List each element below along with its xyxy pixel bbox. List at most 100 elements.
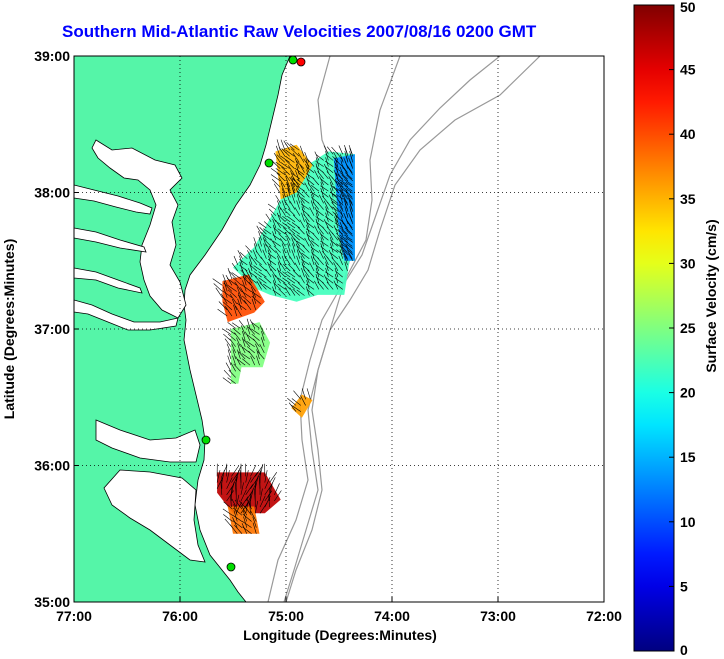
velocity-vector: [340, 190, 348, 198]
velocity-vector: [291, 228, 300, 235]
velocity-vector: [350, 209, 354, 218]
velocity-vector: [275, 219, 281, 229]
velocity-vector: [341, 230, 349, 237]
velocity-vector: [291, 398, 302, 406]
velocity-vector: [240, 482, 244, 495]
velocity-vector: [283, 208, 291, 216]
velocity-vector: [340, 160, 344, 169]
velocity-vector: [300, 395, 306, 406]
velocity-vector: [338, 173, 344, 182]
velocity-vector: [283, 282, 291, 290]
velocity-vector: [240, 325, 246, 335]
velocity-vector: [240, 343, 246, 354]
velocity-vector: [258, 237, 262, 247]
velocity-vector: [320, 240, 329, 247]
velocity-vector: [304, 151, 310, 163]
velocity-vector: [317, 257, 324, 266]
velocity-vector: [291, 249, 296, 259]
station-marker-north: [288, 56, 298, 65]
velocity-vector: [278, 270, 286, 278]
velocity-vector: [285, 155, 295, 163]
velocity-vector: [299, 274, 305, 284]
velocity-vector: [340, 181, 349, 188]
station-marker-hatteras: [226, 562, 236, 572]
velocity-vector: [344, 234, 353, 241]
velocity-vector: [248, 350, 255, 360]
velocity-vector: [247, 326, 255, 335]
velocity-vector: [227, 377, 236, 384]
velocity-region-hatteras-south: [227, 506, 260, 534]
velocity-vector: [226, 490, 234, 502]
velocity-vector: [222, 290, 233, 298]
velocity-vector: [272, 234, 281, 241]
velocity-vector: [344, 215, 349, 225]
velocity-vector: [280, 262, 286, 272]
velocity-vector: [278, 177, 286, 188]
velocity-vector: [225, 362, 232, 372]
velocity-vector: [336, 181, 344, 188]
velocity-vector: [295, 160, 305, 169]
velocity-vector: [301, 209, 310, 216]
velocity-vector: [283, 264, 291, 272]
velocity-vector: [286, 142, 295, 151]
velocity-vector: [325, 151, 329, 161]
velocity-vector: [311, 185, 320, 192]
station-marker-delmarva: [264, 158, 274, 168]
velocity-vector: [222, 296, 233, 304]
velocity-vector: [349, 148, 354, 157]
velocity-vector: [321, 281, 329, 290]
velocity-vector: [259, 488, 263, 502]
velocity-vector: [330, 197, 339, 204]
velocity-vector: [231, 465, 239, 477]
velocity-vector: [333, 185, 339, 194]
velocity-vector: [339, 249, 343, 259]
velocity-vector: [317, 226, 324, 235]
velocity-vector: [319, 176, 324, 186]
velocity-vector: [297, 226, 305, 235]
velocity-vector: [235, 356, 241, 366]
x-tick-label: 73:00: [480, 608, 516, 624]
velocity-vector: [306, 277, 315, 284]
velocity-vector: [284, 201, 291, 210]
velocity-vector: [302, 245, 310, 253]
x-tick-label: 77:00: [56, 608, 92, 624]
velocity-vector: [276, 172, 286, 182]
velocity-vector: [283, 140, 290, 151]
velocity-vector: [336, 243, 344, 249]
velocity-vector: [334, 273, 339, 284]
velocity-vector: [320, 243, 324, 253]
velocity-vector: [233, 304, 237, 317]
velocity-vector: [297, 245, 305, 253]
velocity-vector: [246, 346, 255, 354]
velocity-vector: [306, 289, 315, 296]
velocity-vector: [227, 355, 232, 366]
velocity-vector: [347, 222, 354, 231]
velocity-vector: [286, 237, 291, 247]
velocity-vector: [315, 157, 320, 167]
velocity-vector: [274, 483, 280, 495]
velocity-vectors: [212, 139, 354, 534]
velocity-vector: [275, 168, 286, 176]
velocity-vector: [269, 477, 276, 489]
velocity-vector: [330, 252, 339, 259]
velocity-vector: [258, 277, 267, 284]
velocity-vector: [231, 322, 241, 329]
velocity-vector: [270, 268, 277, 278]
velocity-vector: [331, 232, 339, 241]
velocity-vector: [263, 243, 267, 253]
velocity-vector: [234, 499, 243, 510]
velocity-vector: [240, 496, 249, 508]
velocity-vector: [212, 278, 223, 286]
velocity-vector: [286, 271, 296, 278]
velocity-vector: [301, 206, 305, 216]
velocity-vector: [328, 194, 334, 204]
velocity-vector: [325, 277, 334, 284]
velocity-vector: [278, 214, 286, 223]
velocity-vector: [345, 181, 353, 188]
velocity-vector: [325, 271, 334, 278]
velocity-vector: [333, 216, 339, 225]
velocity-vector: [306, 233, 315, 241]
velocity-vector: [227, 349, 232, 360]
velocity-vector: [326, 146, 334, 155]
velocity-vector: [253, 271, 262, 278]
